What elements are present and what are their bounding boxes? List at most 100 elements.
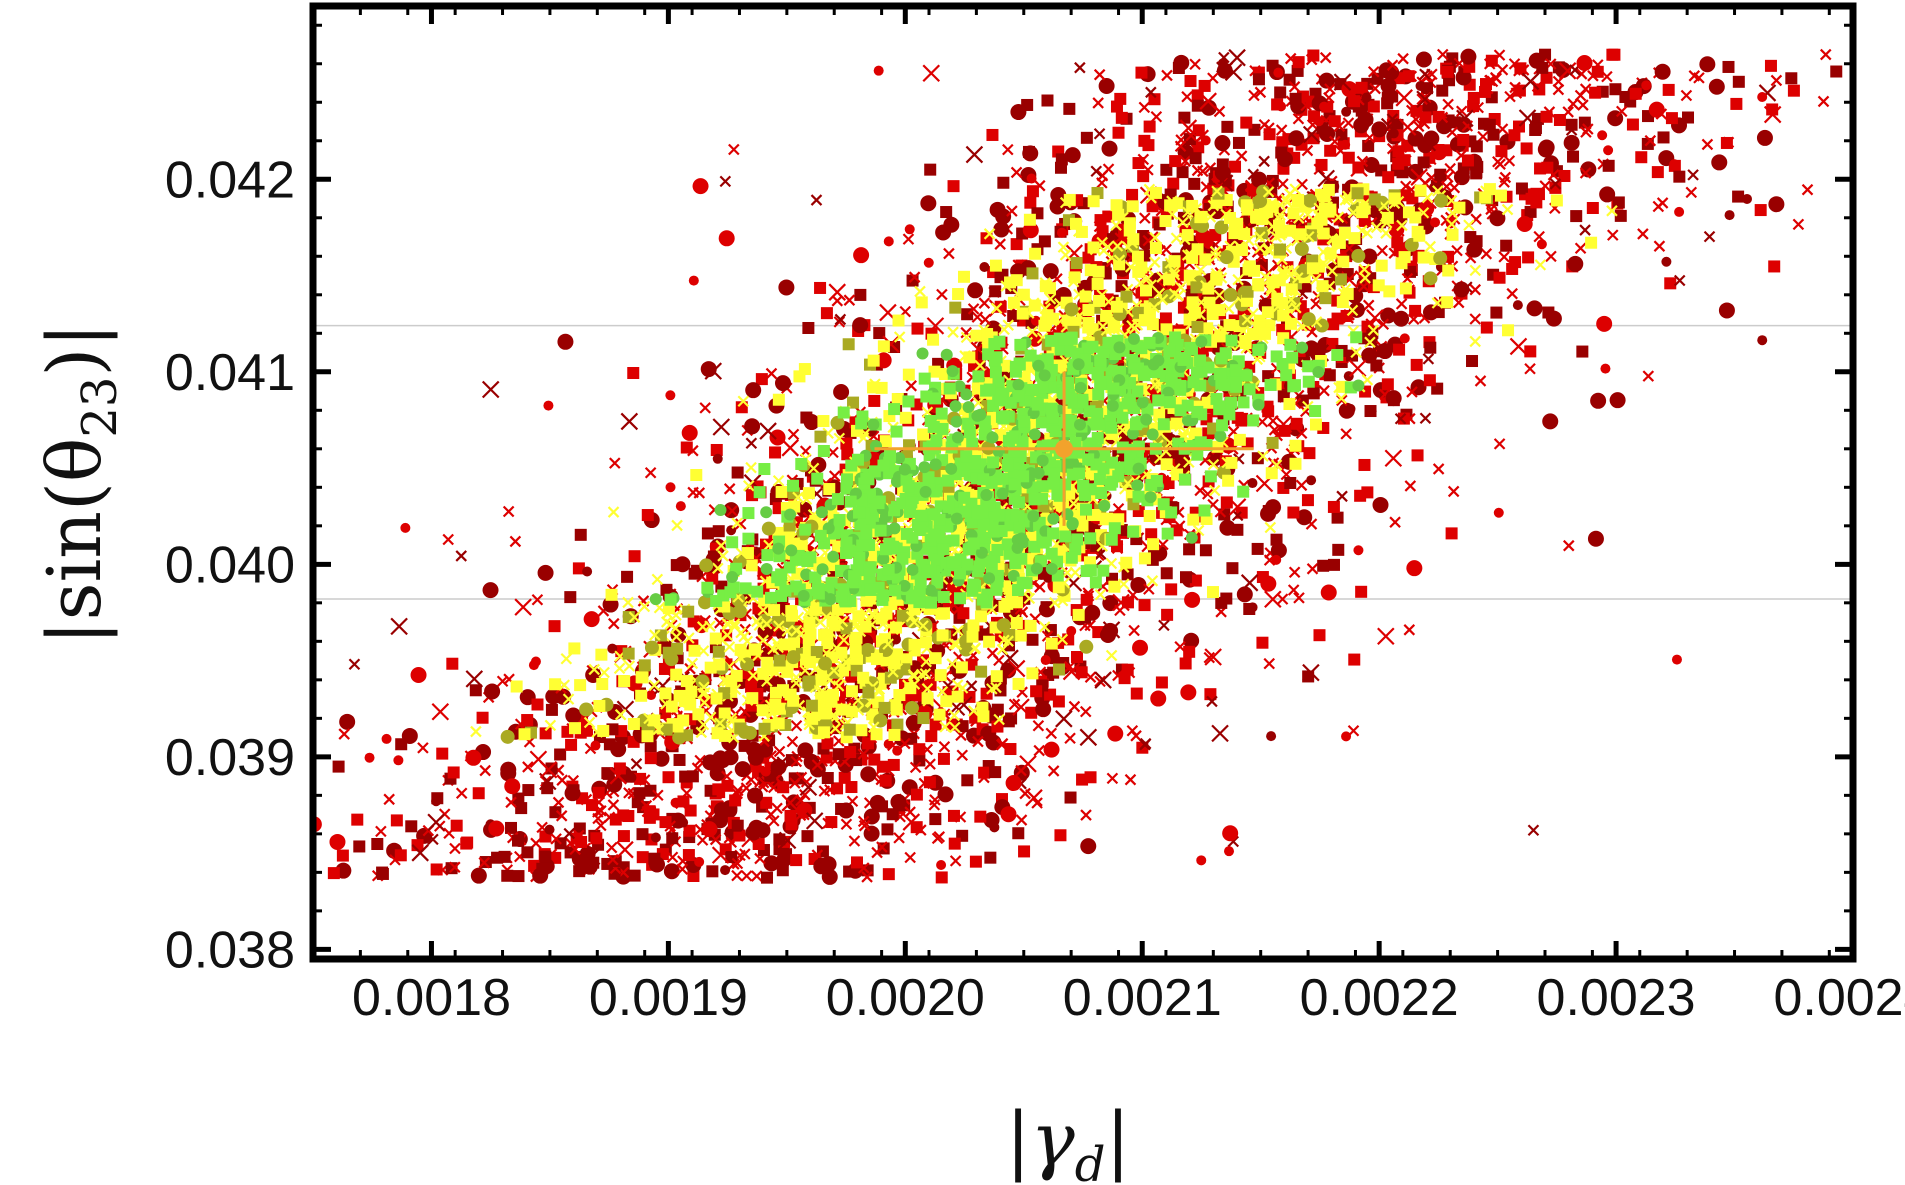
point-3sigma-outer	[1536, 239, 1547, 250]
point-2sigma-square	[1213, 304, 1226, 317]
point-3sigma-square-dark	[1515, 182, 1528, 195]
point-3sigma-square-dark	[1038, 235, 1051, 248]
point-3sigma-square	[1651, 166, 1664, 179]
point-3sigma-outer	[1341, 731, 1352, 742]
point-3sigma-cross	[1189, 58, 1201, 71]
point-3sigma-square	[1169, 155, 1182, 168]
point-3sigma-square	[1629, 87, 1642, 100]
point-3sigma-outer	[989, 822, 1000, 833]
point-3sigma-cross	[978, 297, 991, 309]
point-3sigma-cross	[1444, 162, 1456, 175]
point-3sigma-outer	[1377, 627, 1395, 646]
point-3sigma-cross	[723, 483, 736, 495]
point-3sigma-circle	[1102, 595, 1119, 612]
point-3sigma-square-dark	[1160, 567, 1173, 580]
point-2sigma-cross	[1469, 335, 1481, 348]
point-3sigma-square-dark	[1387, 394, 1400, 407]
point-3sigma-square	[710, 443, 723, 456]
point-3sigma-circle	[610, 741, 627, 758]
point-3sigma-outer	[1579, 224, 1591, 236]
point-2sigma-square	[821, 637, 834, 650]
point-3sigma-cross	[256, 864, 266, 874]
point-3sigma-cross	[1174, 140, 1187, 153]
point-2sigma-square-olive	[1368, 193, 1381, 206]
point-3sigma-square	[947, 809, 960, 822]
point-2sigma-square	[1341, 287, 1354, 300]
point-3sigma-square-dark	[1299, 280, 1312, 293]
point-2sigma-square	[1248, 264, 1261, 277]
point-3sigma-cross	[1545, 250, 1557, 263]
point-3sigma-cross	[1493, 49, 1506, 61]
point-3sigma-cross	[831, 295, 844, 307]
point-2sigma-square	[867, 354, 880, 367]
point-3sigma-cross	[904, 851, 916, 864]
point-3sigma-square	[1393, 343, 1406, 356]
point-3sigma-square	[1315, 158, 1328, 171]
point-3sigma-square-dark	[731, 819, 744, 832]
point-3sigma-outer	[719, 175, 732, 188]
point-2sigma-square	[1383, 285, 1396, 298]
point-3sigma-cross	[956, 749, 969, 762]
point-2sigma-square	[1132, 265, 1145, 278]
point-3sigma-cross	[979, 313, 992, 326]
point-3sigma-square-dark	[1436, 84, 1449, 97]
point-3sigma-outer	[1265, 499, 1282, 516]
point-3sigma-outer	[1224, 846, 1235, 857]
point-3sigma-square	[1220, 496, 1233, 509]
point-3sigma-square	[636, 851, 649, 864]
point-2sigma-square	[1284, 317, 1297, 330]
point-3sigma-outer	[1366, 309, 1384, 327]
point-3sigma-square-dark	[628, 869, 641, 882]
point-3sigma-cross	[580, 793, 593, 806]
point-2sigma-square	[1223, 319, 1236, 332]
point-3sigma-cross	[1342, 117, 1355, 129]
point-3sigma-outer	[1353, 545, 1364, 556]
point-3sigma-outer	[678, 817, 689, 828]
point-3sigma-square-dark	[1331, 511, 1344, 524]
point-2sigma-square	[888, 728, 901, 741]
point-3sigma-cross	[1498, 251, 1510, 263]
point-2sigma-square	[1147, 538, 1160, 551]
point-2sigma-square	[1285, 283, 1298, 296]
point-3sigma-cross	[1395, 298, 1408, 310]
point-3sigma-outer	[1527, 824, 1540, 837]
point-3sigma-square	[1626, 118, 1639, 131]
point-2sigma-square	[955, 661, 968, 674]
point-3sigma-square	[1354, 489, 1367, 502]
point-2sigma-square	[787, 694, 800, 707]
point-3sigma-outer	[1430, 217, 1441, 228]
point-2sigma-square-olive	[1191, 320, 1204, 333]
point-2sigma-square	[749, 643, 762, 656]
point-3sigma-square	[1522, 251, 1535, 264]
point-3sigma-outer	[1026, 173, 1037, 184]
point-3sigma-square-dark	[1487, 128, 1500, 141]
point-3sigma-outer	[537, 564, 554, 581]
point-3sigma-square-dark	[712, 525, 725, 538]
point-3sigma-square-dark	[633, 787, 646, 800]
point-3sigma-square	[868, 394, 881, 407]
point-2sigma-cross	[1424, 240, 1437, 253]
point-3sigma-cross	[595, 805, 607, 817]
point-3sigma-square	[1348, 653, 1361, 666]
point-3sigma-cross	[1318, 384, 1330, 397]
point-3sigma-outer	[484, 683, 501, 700]
point-2sigma-cross	[671, 519, 683, 532]
point-3sigma-square	[947, 180, 960, 193]
point-2sigma-square	[1235, 244, 1248, 257]
point-2sigma-square-olive	[1255, 227, 1268, 240]
point-3sigma-circle	[1654, 63, 1671, 80]
point-3sigma-square	[1179, 657, 1192, 670]
point-3sigma-cross	[1126, 724, 1139, 737]
point-3sigma-outer	[1562, 539, 1575, 552]
point-3sigma-square	[1754, 204, 1767, 217]
point-3sigma-circle	[1130, 576, 1147, 593]
point-3sigma-outer	[1453, 281, 1470, 298]
point-3sigma-outer	[1266, 731, 1277, 742]
point-3sigma-cross	[1128, 624, 1140, 637]
point-2sigma-cross	[914, 285, 926, 298]
point-3sigma-cross	[1277, 178, 1289, 190]
point-3sigma-circle	[852, 317, 869, 334]
point-3sigma-circle	[482, 582, 499, 599]
point-3sigma-square	[1290, 417, 1303, 430]
point-3sigma-cross	[943, 247, 955, 260]
